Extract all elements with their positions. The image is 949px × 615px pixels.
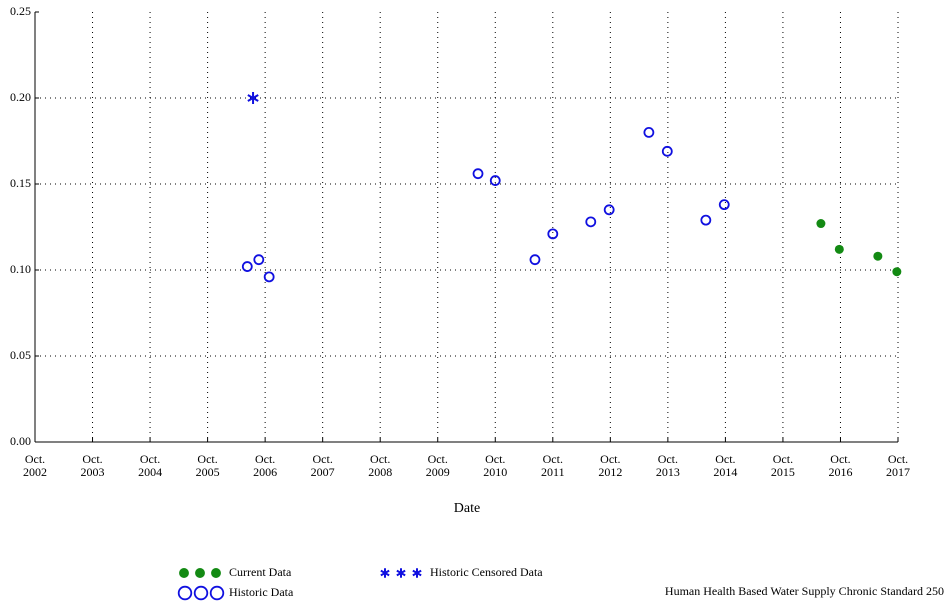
x-tick-label: Oct. 2002 — [23, 452, 47, 479]
x-tick-label: Oct. 2015 — [771, 452, 795, 479]
point — [643, 126, 655, 138]
y-tick-label: 0.20 — [10, 90, 31, 104]
legend-symbol — [412, 568, 422, 578]
x-tick-label: Oct. 2017 — [886, 452, 910, 479]
legend-symbol — [179, 568, 189, 578]
point — [585, 216, 597, 228]
point — [816, 219, 826, 229]
point — [718, 199, 730, 211]
point — [892, 267, 902, 277]
point — [603, 204, 615, 216]
point — [489, 175, 501, 186]
x-tick-label: Oct. 2006 — [253, 452, 277, 479]
x-tick-label: Oct. 2003 — [81, 452, 105, 479]
point — [247, 92, 259, 104]
point — [472, 168, 484, 180]
legend-label: Current Data — [229, 565, 292, 579]
legend-symbol — [193, 585, 209, 601]
point — [700, 214, 712, 226]
x-tick-label: Oct. 2014 — [713, 452, 737, 479]
annotation: Human Health Based Water Supply Chronic … — [665, 584, 944, 598]
x-tick-label: Oct. 2008 — [368, 452, 392, 479]
y-tick-label: 0.10 — [10, 262, 31, 276]
legend-label: Historic Censored Data — [430, 565, 543, 579]
legend-symbol — [211, 568, 221, 578]
x-tick-label: Oct. 2016 — [828, 452, 852, 479]
legend-symbol — [396, 568, 406, 578]
legend-symbol — [195, 568, 205, 578]
y-tick-label: 0.15 — [10, 176, 31, 190]
x-tick-label: Oct. 2012 — [598, 452, 622, 479]
legend-symbol — [209, 585, 225, 601]
point — [873, 251, 883, 261]
legend-symbol — [380, 568, 390, 578]
x-tick-label: Oct. 2007 — [311, 452, 335, 479]
x-tick-label: Oct. 2009 — [426, 452, 450, 479]
y-tick-label: 0.00 — [10, 434, 31, 448]
point — [253, 254, 265, 266]
y-tick-label: 0.05 — [10, 348, 31, 362]
x-tick-label: Oct. 2005 — [196, 452, 220, 479]
x-axis-label: Date — [454, 501, 480, 516]
point — [241, 261, 253, 272]
legend-label: Historic Data — [229, 585, 294, 599]
point — [834, 244, 844, 254]
point — [263, 271, 275, 283]
x-tick-label: Oct. 2011 — [541, 452, 565, 479]
point — [547, 228, 559, 240]
y-tick-label: 0.25 — [10, 4, 31, 18]
x-tick-label: Oct. 2010 — [483, 452, 507, 479]
point — [661, 145, 673, 157]
legend-symbol — [177, 585, 193, 601]
point — [529, 254, 541, 266]
x-tick-label: Oct. 2013 — [656, 452, 680, 479]
x-tick-label: Oct. 2004 — [138, 452, 162, 479]
